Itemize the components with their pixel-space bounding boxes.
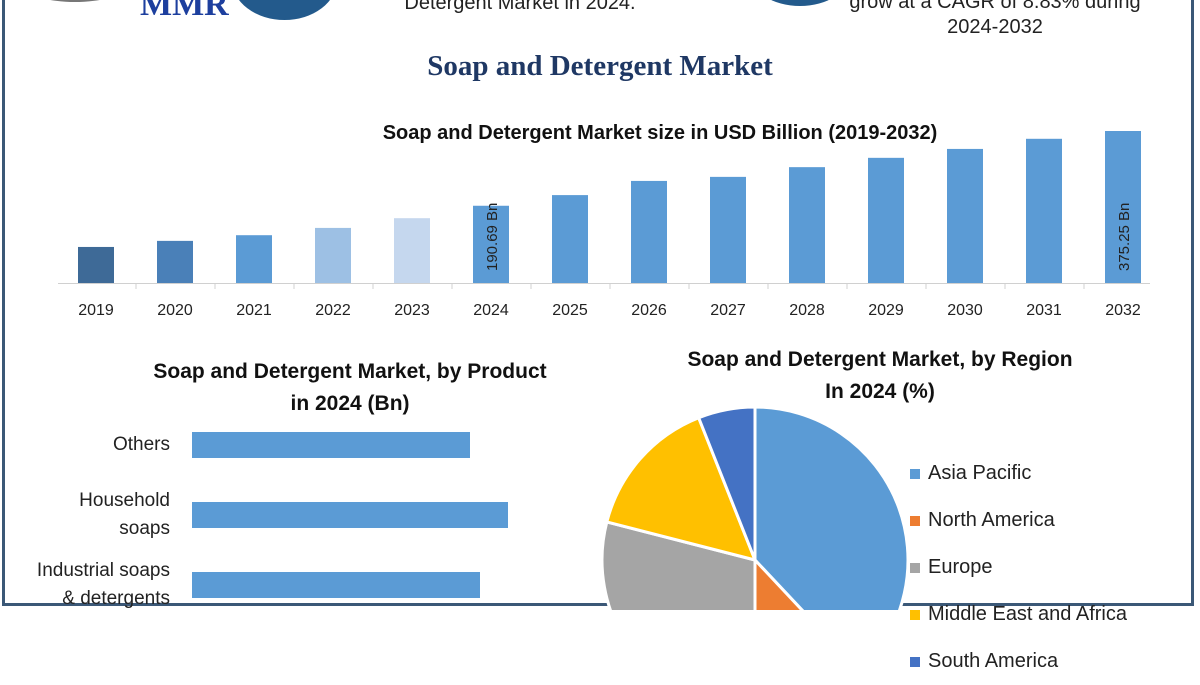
x-tick-2024: 2024 <box>473 302 509 319</box>
x-tick-2021: 2021 <box>236 302 272 319</box>
x-tick-2023: 2023 <box>394 302 430 319</box>
region-chart-title-line1: Soap and Detergent Market, by Region <box>687 348 1073 371</box>
bar-2022 <box>315 227 351 283</box>
page-title: Soap and Detergent Market <box>427 50 773 82</box>
legend-label: Middle East and Africa <box>928 603 1127 625</box>
product-category-label: Others <box>0 431 170 459</box>
pie-slice-middle-east-and-africa <box>604 415 758 563</box>
bar-2021 <box>236 235 272 283</box>
bar-2027 <box>710 176 746 283</box>
x-tick-2030: 2030 <box>947 302 983 319</box>
legend-item: South America <box>910 638 1127 685</box>
bar-2025 <box>552 195 588 283</box>
product-category-label-line: Household <box>79 490 170 511</box>
product-category-label-line: soaps <box>119 518 170 539</box>
x-tick-2019: 2019 <box>78 302 114 319</box>
product-category-label-line: Industrial soaps <box>36 560 170 581</box>
region-chart-title-line2: In 2024 (%) <box>825 380 935 403</box>
region-pie-chart <box>600 405 910 610</box>
legend-label: North America <box>928 509 1055 531</box>
legend-label: Asia Pacific <box>928 462 1032 484</box>
pie-slice-asia-pacific <box>753 405 910 610</box>
product-bar-1 <box>192 502 508 528</box>
legend-swatch <box>910 468 920 479</box>
mmr-logo-globe-icon <box>50 0 100 2</box>
product-category-label: Household soaps <box>0 487 170 543</box>
product-chart-title-line2: in 2024 (Bn) <box>290 392 410 415</box>
pie-slice-europe <box>600 520 757 610</box>
legend-item: Europe <box>910 544 1127 591</box>
pie-slice-south-america <box>696 405 757 561</box>
x-tick-2026: 2026 <box>631 302 667 319</box>
legend-swatch <box>910 515 920 526</box>
legend-label: Europe <box>928 556 993 578</box>
bar-2029 <box>868 157 904 283</box>
x-tick-2027: 2027 <box>710 302 746 319</box>
data-label-2024: 190.69 Bn <box>484 203 501 271</box>
product-bar-0 <box>192 432 471 458</box>
product-chart-title-line1: Soap and Detergent Market, by Product <box>153 360 547 383</box>
market-size-bar-chart: 190.69 Bn 375.25 Bn <box>58 131 1150 289</box>
header-right-text-2: 2024-2032 <box>947 16 1043 38</box>
bar-2020 <box>157 240 193 283</box>
region-chart-title: Soap and Detergent Market, by Region In … <box>630 344 1130 408</box>
bar-2032 <box>1105 131 1141 283</box>
bar-2019 <box>78 246 114 283</box>
x-tick-2020: 2020 <box>157 302 193 319</box>
x-tick-2031: 2031 <box>1026 302 1062 319</box>
pie-legend: Asia Pacific North America Europe Middle Ea… <box>910 450 1127 685</box>
legend-label: South America <box>928 650 1059 672</box>
product-chart-title: Soap and Detergent Market, by Product in… <box>100 356 600 420</box>
bar-2028 <box>789 167 825 283</box>
pie-slice-north-america <box>753 556 805 610</box>
legend-swatch <box>910 562 920 573</box>
bar-2024 <box>473 205 509 283</box>
x-tick-2029: 2029 <box>868 302 904 319</box>
product-category-label-line: & detergents <box>62 588 170 609</box>
bar-2023 <box>394 218 430 283</box>
bar-chart-title: Soap and Detergent Market size in USD Bi… <box>382 122 938 144</box>
header-left-text: Detergent Market in 2024. <box>404 0 636 14</box>
x-tick-2022: 2022 <box>315 302 351 319</box>
legend-item: Middle East and Africa <box>910 591 1127 638</box>
bar-2026 <box>631 180 667 283</box>
legend-item: North America <box>910 497 1127 544</box>
product-category-label: Industrial soaps & detergents <box>0 557 170 613</box>
header-right-text-1: grow at a CAGR of 8.83% during <box>849 0 1141 13</box>
product-category-label-line: Others <box>112 434 170 455</box>
mmr-logo: MMR <box>140 0 229 23</box>
header-icon-circle-2 <box>750 0 850 6</box>
data-label-2032: 375.25 Bn <box>1116 203 1133 271</box>
legend-swatch <box>910 609 920 620</box>
x-tick-2028: 2028 <box>789 302 825 319</box>
bar-2030 <box>947 148 983 283</box>
legend-item: Asia Pacific <box>910 450 1127 497</box>
bar-2031 <box>1026 138 1062 283</box>
x-tick-2025: 2025 <box>552 302 588 319</box>
product-bar-2 <box>192 572 480 598</box>
legend-swatch <box>910 656 920 667</box>
x-tick-2032: 2032 <box>1105 302 1141 319</box>
